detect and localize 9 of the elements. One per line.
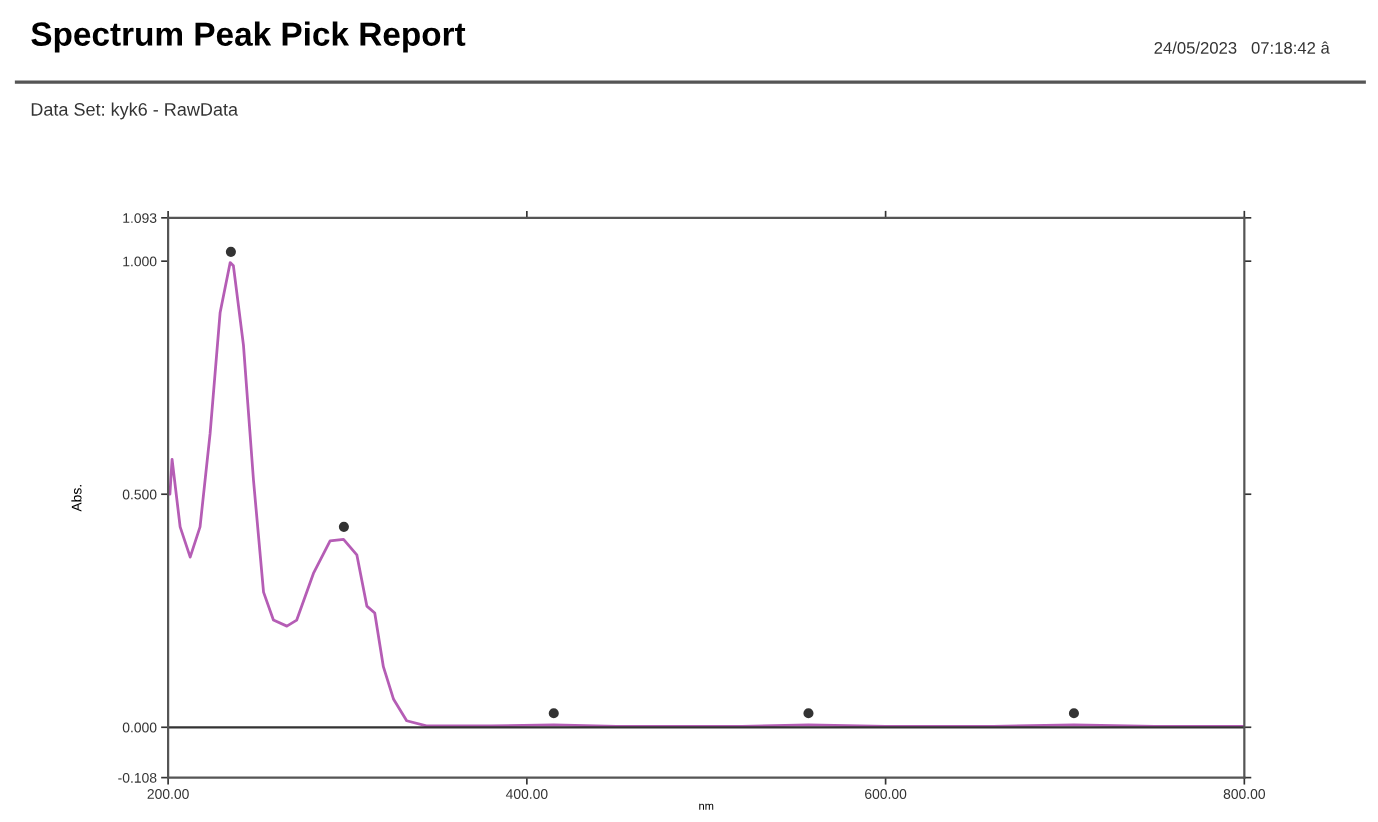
- line-series: [168, 261, 1245, 728]
- text: 24/05/2023 07:18:42 â: [1154, 41, 1330, 54]
- point: [1068, 708, 1079, 719]
- point: [548, 708, 559, 719]
- chart-subtitle: Data Set: kyk6 - RawData: [31, 102, 239, 120]
- point: [225, 246, 236, 257]
- point: [338, 521, 349, 532]
- point: [803, 708, 814, 719]
- chart-title: Spectrum Peak Pick Report: [31, 21, 466, 53]
